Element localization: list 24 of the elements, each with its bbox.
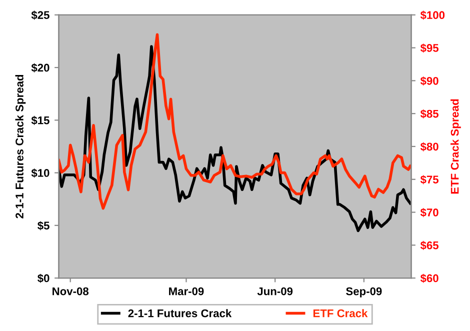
y2-tick-label: $60: [420, 274, 438, 283]
legend-label: ETF Crack: [313, 309, 368, 318]
y2-tick-label: $100: [420, 10, 445, 20]
y2-tick-label: $90: [420, 76, 438, 86]
x-tick-label: Nov-08: [52, 287, 89, 296]
legend-label: 2-1-1 Futures Crack: [128, 309, 232, 318]
y-tick-label: $25: [31, 10, 50, 20]
y2-axis-title: ETF Crack Spread: [450, 99, 461, 194]
y2-tick-label: $75: [420, 175, 439, 184]
y2-tick-label: $85: [420, 109, 439, 118]
x-tick-label: Sep-09: [346, 287, 382, 298]
x-tick-label: Mar-09: [169, 287, 204, 296]
y-tick-label: $15: [31, 116, 50, 126]
y-tick-label: $20: [31, 63, 50, 72]
line-series: [58, 33, 412, 210]
y-tick-label: $5: [38, 221, 50, 230]
y-tick-label: $10: [31, 168, 50, 178]
y-tick-label: $0: [38, 274, 50, 283]
y2-tick-label: $65: [420, 240, 439, 250]
y2-tick-label: $80: [420, 142, 438, 152]
y2-tick-label: $70: [420, 208, 438, 218]
y-axis-title: 2-1-1 Futures Crack Spread: [15, 74, 26, 218]
x-tick-label: Jun-09: [257, 287, 293, 296]
y2-tick-label: $95: [420, 44, 439, 53]
